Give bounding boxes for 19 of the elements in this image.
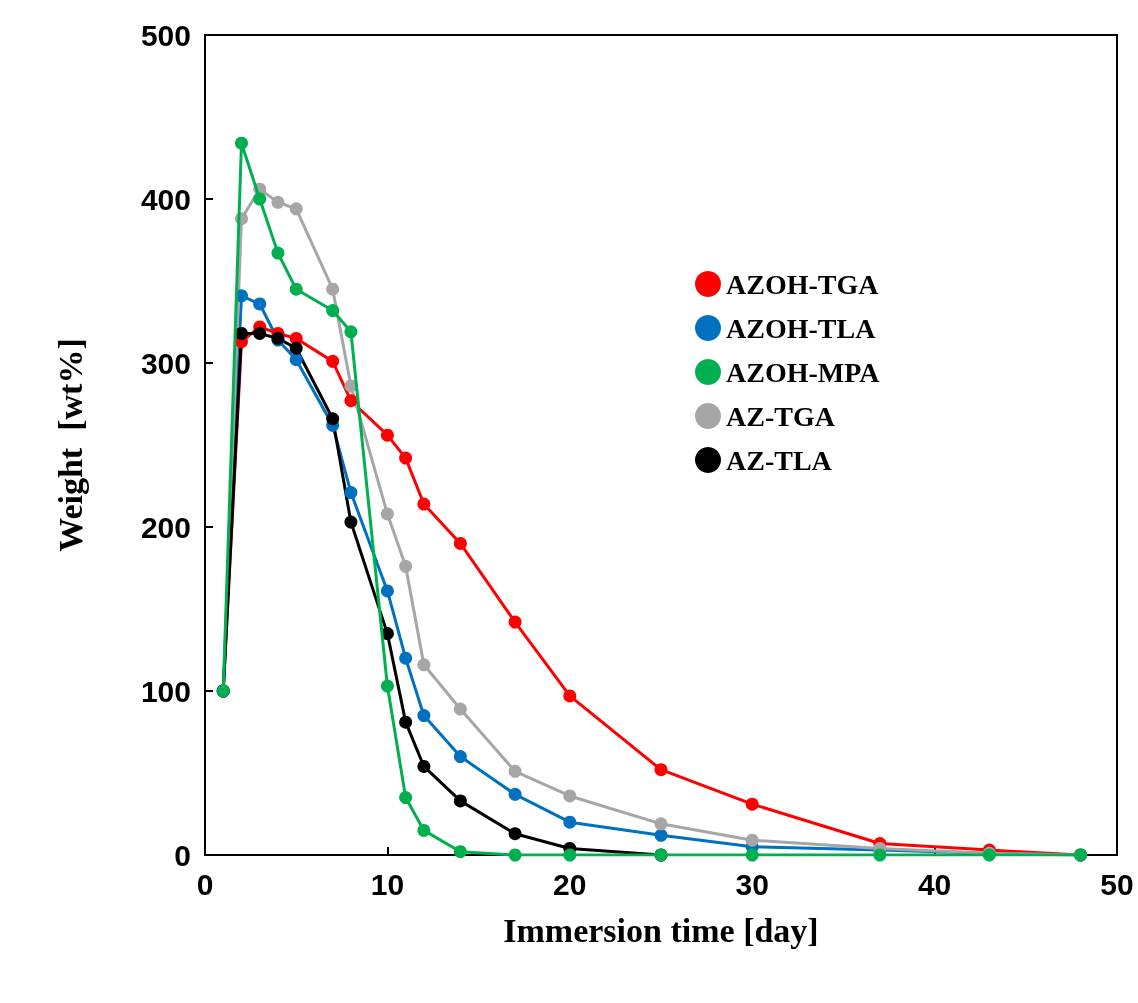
x-tick-label: 50	[1100, 867, 1134, 901]
legend-label: AZOH-TLA	[726, 312, 877, 344]
y-tick-label: 100	[140, 674, 191, 708]
legend-label: AZOH-TGA	[726, 268, 880, 300]
legend-label: AZ-TLA	[726, 444, 833, 476]
legend-label: AZ-TGA	[726, 400, 836, 432]
y-tick-label: 400	[140, 182, 191, 216]
x-tick-label: 0	[196, 867, 214, 901]
legend-label: AZOH-MPA	[726, 356, 881, 388]
x-tick-label: 30	[735, 867, 769, 901]
y-tick-label: 200	[140, 510, 191, 544]
x-axis-title: Immersion time [day]	[503, 911, 819, 949]
x-tick-label: 10	[370, 867, 405, 901]
y-axis-title: Weight [wt%]	[51, 338, 89, 552]
y-tick-label: 500	[140, 18, 191, 52]
y-tick-label: 0	[174, 838, 191, 872]
x-tick-label: 20	[553, 867, 587, 901]
y-tick-label: 300	[140, 346, 191, 380]
x-tick-label: 40	[917, 867, 952, 901]
